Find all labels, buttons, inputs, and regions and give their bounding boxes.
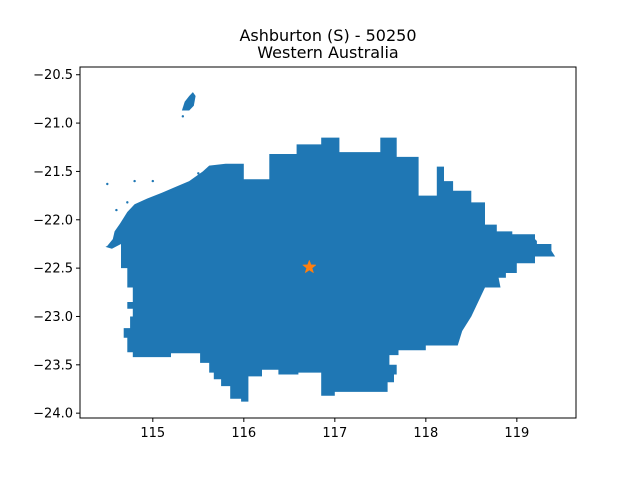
islet-shape: [181, 115, 185, 118]
y-tick-label: −23.5: [33, 358, 73, 373]
islet-shape: [133, 179, 136, 183]
y-tick-label: −24.0: [33, 407, 73, 422]
y-axis: −20.5 −21.0 −21.5 −22.0 −22.5 −23.0 −23.5 −24.0: [33, 68, 80, 422]
y-tick-label: −21.0: [33, 117, 73, 132]
islet-shape: [169, 189, 173, 192]
y-tick-label: −21.5: [33, 165, 73, 180]
islet-shape: [197, 172, 200, 175]
x-axis: 115 116 117 118 119: [140, 418, 529, 441]
y-tick-label: −20.5: [33, 68, 73, 83]
islet-shape: [115, 208, 118, 212]
y-tick-label: −22.0: [33, 213, 73, 228]
region-mainland-shape: [105, 137, 556, 402]
map-subtitle: Western Australia: [257, 43, 398, 62]
x-tick-label: 119: [504, 426, 529, 441]
plot-area: [105, 92, 556, 402]
axes-frame: [79, 66, 577, 419]
map-title: Ashburton (S) - 50250: [239, 26, 416, 45]
location-star-marker: [302, 259, 317, 274]
x-tick-label: 118: [413, 426, 438, 441]
x-tick-label: 115: [140, 426, 165, 441]
islet-shape: [106, 182, 109, 186]
islet-shape: [126, 201, 129, 204]
x-tick-label: 117: [322, 426, 347, 441]
region-island-shape: [181, 92, 196, 111]
islet-shape: [151, 179, 155, 183]
x-tick-label: 116: [231, 426, 256, 441]
y-tick-label: −23.0: [33, 310, 73, 325]
y-tick-label: −22.5: [33, 262, 73, 277]
